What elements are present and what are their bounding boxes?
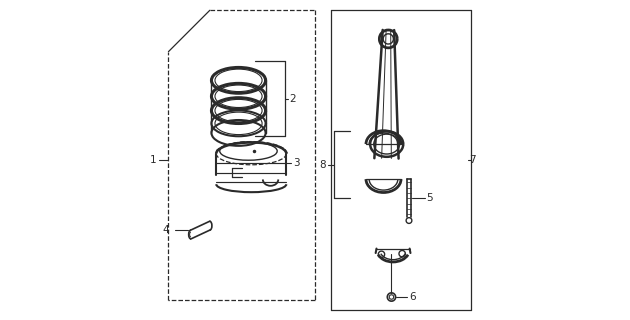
Text: 3: 3 [293, 158, 299, 168]
Text: 7: 7 [469, 155, 476, 165]
Text: 8: 8 [319, 160, 326, 170]
Text: 1: 1 [150, 155, 157, 165]
Text: 5: 5 [427, 193, 433, 203]
Text: 6: 6 [409, 292, 416, 302]
Text: 4: 4 [162, 225, 169, 235]
Text: 2: 2 [290, 93, 296, 104]
